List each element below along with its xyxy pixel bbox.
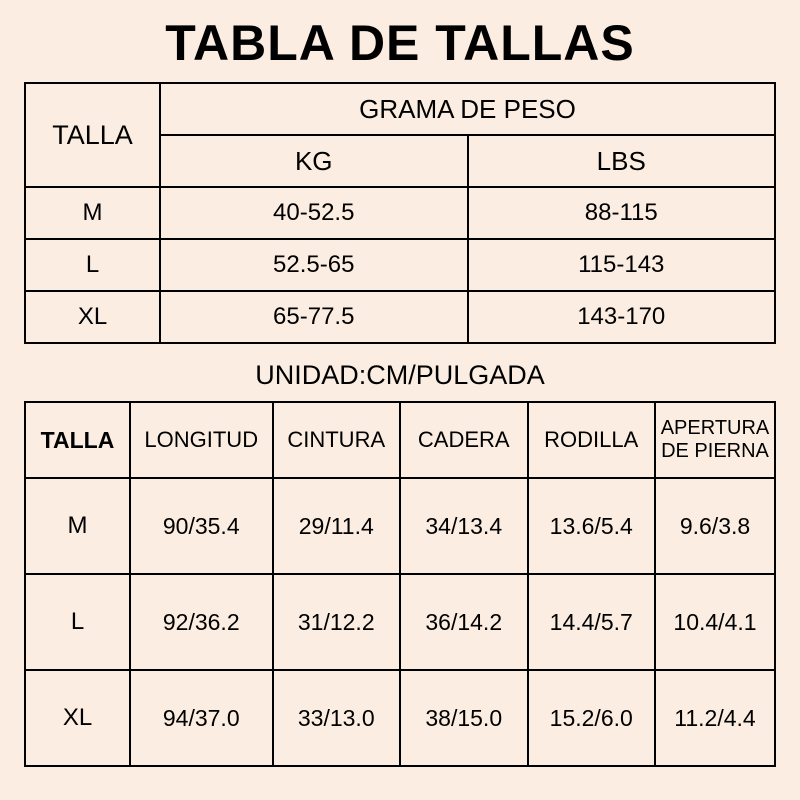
table-row: L 52.5-65 115-143 [25,239,775,291]
cell: 34/13.4 [400,478,528,574]
cell-lbs: 88-115 [468,187,776,239]
cell: 94/37.0 [130,670,273,766]
cell: XL [25,670,130,766]
cell: M [25,478,130,574]
col-header: LONGITUD [130,402,273,478]
page-title: TABLA DE TALLAS [24,14,776,72]
cell: 9.6/3.8 [655,478,775,574]
cell-kg: 52.5-65 [160,239,468,291]
col-header-grama: GRAMA DE PESO [160,83,775,135]
cell-talla: L [25,239,160,291]
table-row: M 90/35.4 29/11.4 34/13.4 13.6/5.4 9.6/3… [25,478,775,574]
cell: 38/15.0 [400,670,528,766]
cell-kg: 65-77.5 [160,291,468,343]
col-header-kg: KG [160,135,468,187]
cell-lbs: 115-143 [468,239,776,291]
cell: 36/14.2 [400,574,528,670]
cell-talla: M [25,187,160,239]
cell: 13.6/5.4 [528,478,656,574]
cell: 33/13.0 [273,670,401,766]
cell-talla: XL [25,291,160,343]
col-header: CADERA [400,402,528,478]
col-header-lbs: LBS [468,135,776,187]
table-row: M 40-52.5 88-115 [25,187,775,239]
measurements-table: TALLA LONGITUD CINTURA CADERA RODILLA AP… [24,401,776,767]
cell: 29/11.4 [273,478,401,574]
table-header-row: TALLA LONGITUD CINTURA CADERA RODILLA AP… [25,402,775,478]
cell-kg: 40-52.5 [160,187,468,239]
col-header: RODILLA [528,402,656,478]
unit-subtitle: UNIDAD:CM/PULGADA [24,360,776,391]
table-row: XL 94/37.0 33/13.0 38/15.0 15.2/6.0 11.2… [25,670,775,766]
weight-table: TALLA GRAMA DE PESO KG LBS M 40-52.5 88-… [24,82,776,344]
cell: L [25,574,130,670]
cell-lbs: 143-170 [468,291,776,343]
cell: 92/36.2 [130,574,273,670]
cell: 15.2/6.0 [528,670,656,766]
col-header: TALLA [25,402,130,478]
col-header-talla: TALLA [25,83,160,187]
table-row: L 92/36.2 31/12.2 36/14.2 14.4/5.7 10.4/… [25,574,775,670]
cell: 14.4/5.7 [528,574,656,670]
col-header: APERTURA DE PIERNA [655,402,775,478]
table-header-row: TALLA GRAMA DE PESO [25,83,775,135]
cell: 11.2/4.4 [655,670,775,766]
col-header: CINTURA [273,402,401,478]
cell: 10.4/4.1 [655,574,775,670]
table-row: XL 65-77.5 143-170 [25,291,775,343]
cell: 31/12.2 [273,574,401,670]
cell: 90/35.4 [130,478,273,574]
